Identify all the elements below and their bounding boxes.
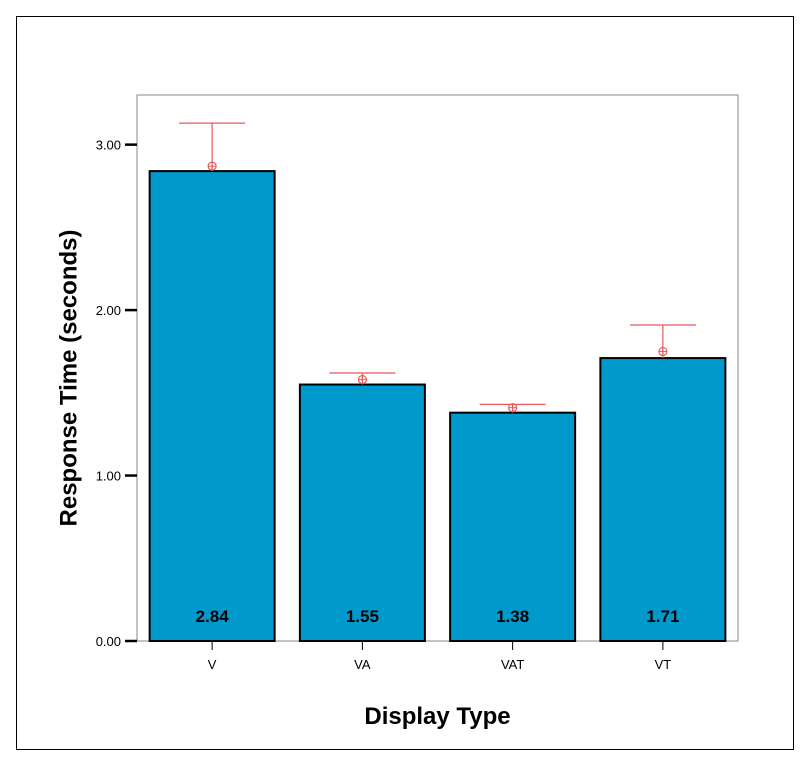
- y-axis: 0.00 1.00 2.00 3.00: [96, 138, 137, 649]
- x-tick-label: VA: [354, 657, 371, 672]
- x-axis: V VA VAT VT: [208, 641, 671, 672]
- bar-value-label: 1.71: [646, 607, 679, 626]
- x-tick-label: V: [208, 657, 217, 672]
- y-tick-label: 1.00: [96, 469, 121, 484]
- bar-va: [298, 383, 426, 642]
- y-axis-title: Response Time (seconds): [55, 230, 82, 527]
- error-bars: [179, 122, 696, 413]
- bar-value-label: 1.55: [346, 607, 379, 626]
- mean-marker: [357, 374, 367, 385]
- mean-marker: [658, 346, 668, 357]
- y-tick-label: 3.00: [96, 138, 121, 153]
- bar-value-label: 2.84: [196, 607, 230, 626]
- x-tick-label: VT: [655, 657, 672, 672]
- x-axis-title: Display Type: [364, 703, 510, 730]
- bar-value-label: 1.38: [496, 607, 529, 626]
- mean-marker: [207, 161, 217, 171]
- y-tick-label: 2.00: [96, 303, 121, 318]
- bar-v: [148, 170, 276, 642]
- y-tick-label: 0.00: [96, 634, 121, 649]
- x-tick-label: VAT: [501, 657, 524, 672]
- mean-marker: [508, 403, 518, 413]
- bar-vt: [599, 357, 727, 642]
